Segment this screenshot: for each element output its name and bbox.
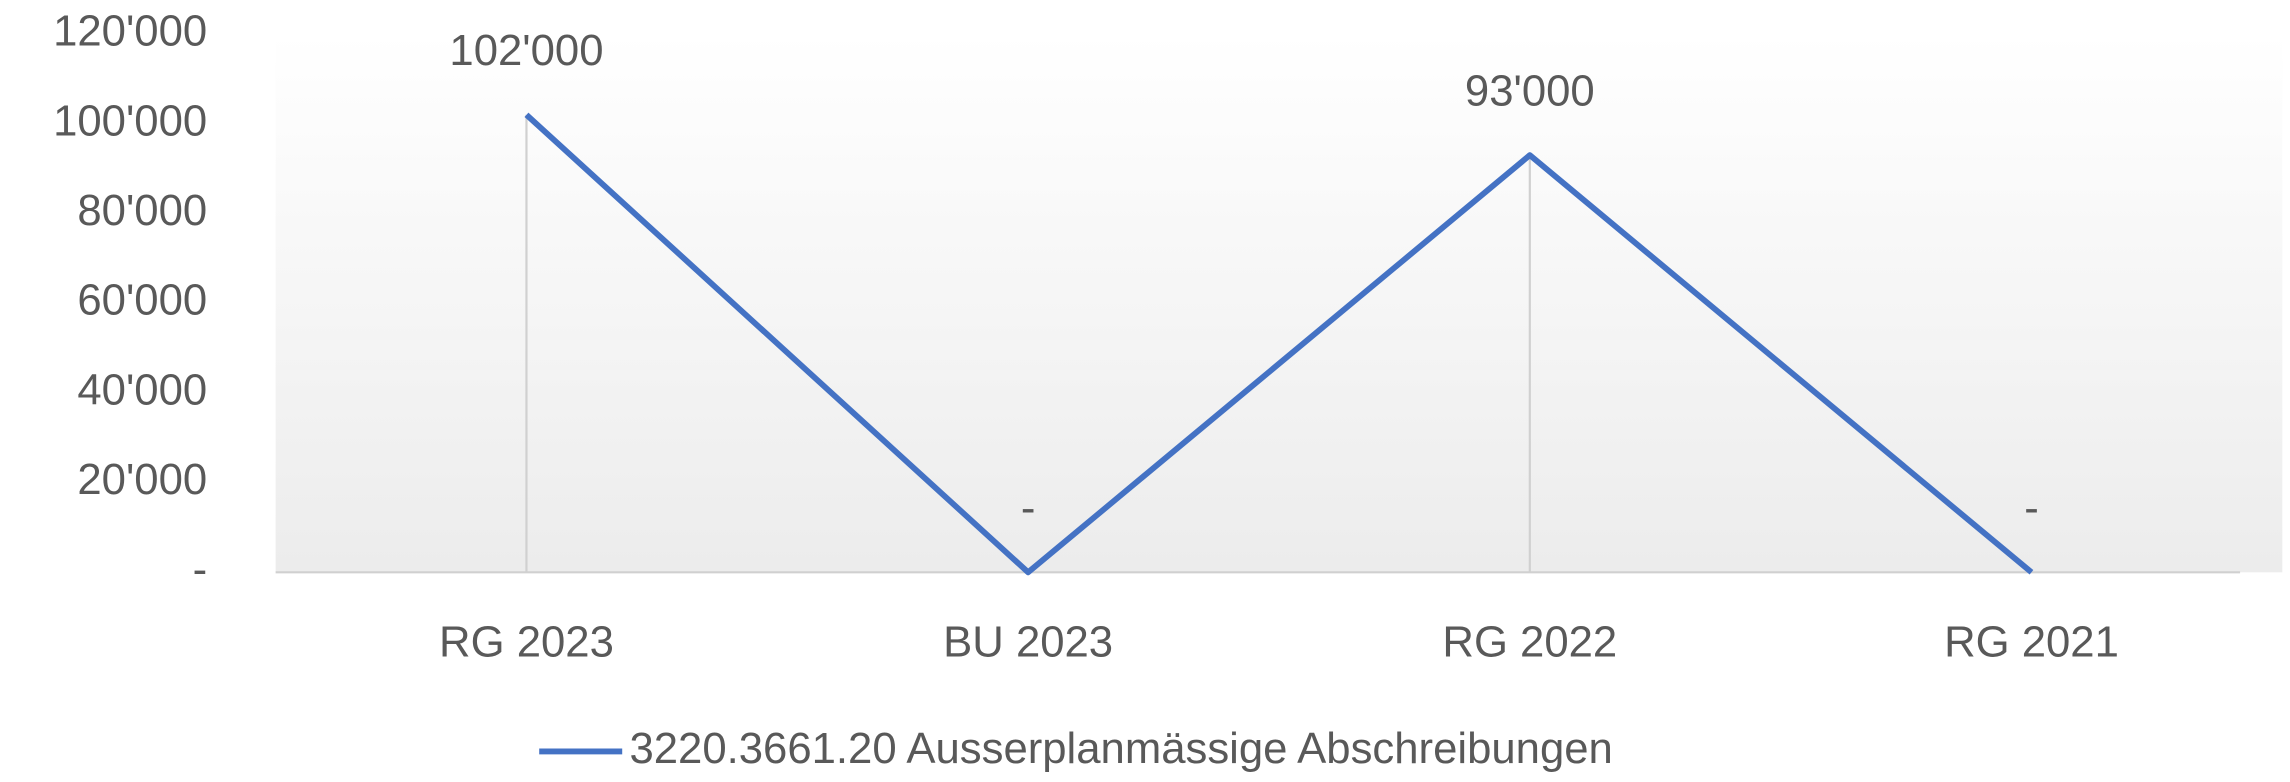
y-tick-label: 60'000	[77, 276, 207, 325]
y-tick-label: 40'000	[77, 365, 207, 414]
data-label: 102'000	[449, 26, 603, 75]
plot-area	[275, 33, 2283, 573]
data-label: -	[1021, 484, 1036, 533]
x-tick-label: RG 2021	[1944, 618, 2119, 667]
x-tick-label: RG 2022	[1442, 618, 1617, 667]
x-tick-label: BU 2023	[943, 618, 1113, 667]
x-tick-label: RG 2023	[439, 618, 614, 667]
y-tick-label: 20'000	[77, 455, 207, 504]
y-tick-label: 120'000	[53, 7, 207, 56]
data-label: -	[2024, 484, 2039, 533]
series-line	[524, 112, 2034, 576]
y-tick-label: -	[193, 545, 208, 594]
y-tick-label: 80'000	[77, 186, 207, 235]
legend-label: 3220.3661.20 Ausserplanmässige Abschreib…	[629, 724, 1612, 773]
y-tick-label: 100'000	[53, 96, 207, 145]
data-label: 93'000	[1465, 67, 1595, 116]
